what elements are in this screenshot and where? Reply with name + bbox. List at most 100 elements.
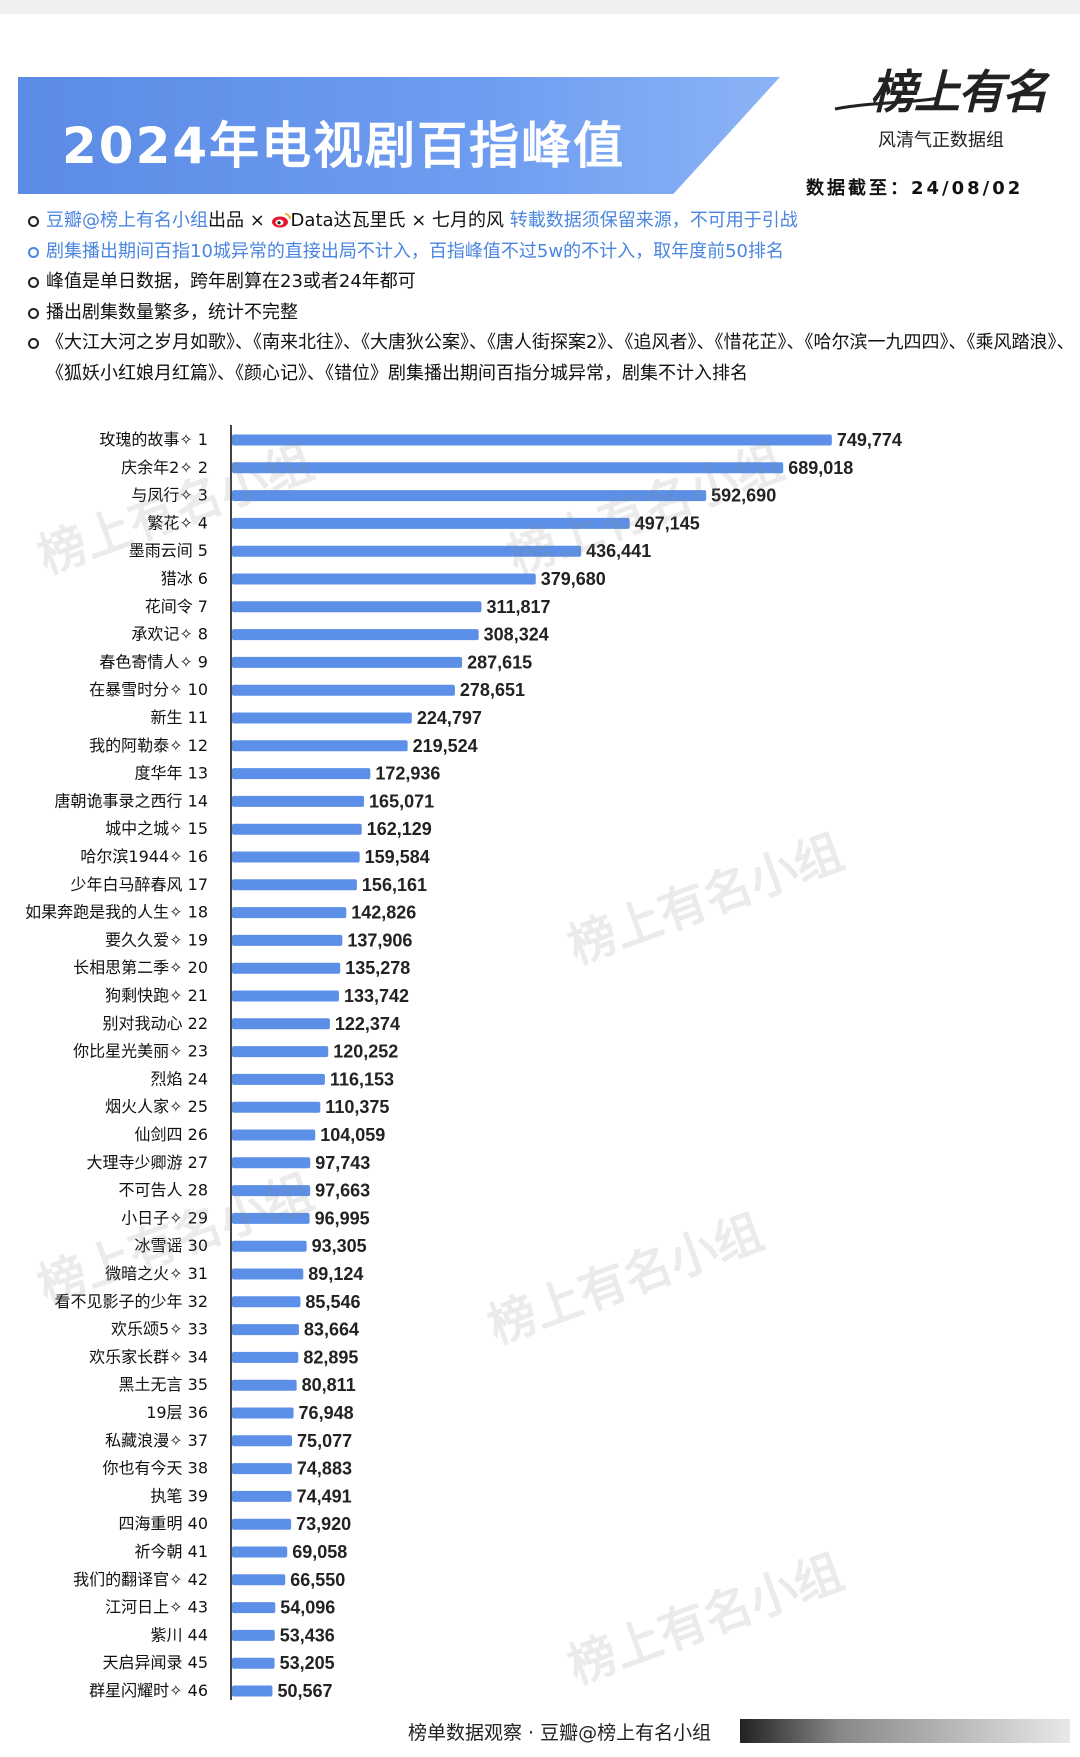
category-label: 大理寺少卿游 27 [87,1153,208,1172]
bar [232,434,832,446]
value-label: 278,651 [460,680,525,700]
value-label: 75,077 [297,1431,352,1451]
category-label: 小日子✧ 29 [121,1208,208,1227]
category-label: 如果奔跑是我的人生✧ 18 [25,903,208,922]
brand-subtitle: 风清气正数据组 [878,130,1004,151]
value-label: 308,324 [484,625,549,645]
category-label: 私藏浪漫✧ 37 [105,1431,208,1450]
bar [232,1129,316,1141]
bar [232,573,536,585]
category-label: 猎冰 6 [161,569,208,588]
bar [232,462,784,474]
category-label: 四海重明 40 [119,1514,208,1533]
value-label: 54,096 [280,1598,335,1618]
category-label: 在暴雪时分✧ 10 [89,680,208,699]
value-label: 224,797 [417,708,482,728]
bar [232,629,479,641]
category-label: 玫瑰的故事✧ 1 [99,430,208,449]
bar [232,1379,297,1391]
value-label: 137,906 [347,930,412,950]
category-label: 19层 36 [146,1403,208,1422]
bar [232,1407,294,1419]
bar [232,517,630,529]
bar [232,990,339,1002]
bar [232,656,463,668]
bar [232,1518,292,1530]
value-label: 156,161 [362,875,427,895]
value-label: 165,071 [369,791,434,811]
category-label: 仙剑四 26 [135,1125,208,1144]
brand-logo-flourish [834,96,941,111]
bar [232,823,362,835]
category-label: 紫川 44 [151,1625,208,1644]
category-label: 看不见影子的少年 32 [55,1292,208,1311]
value-label: 89,124 [308,1264,363,1284]
value-label: 122,374 [335,1014,400,1034]
bar [232,1546,288,1558]
bar [232,712,412,724]
bar [232,907,347,919]
bar [232,1046,329,1058]
category-label: 繁花✧ 4 [147,513,208,532]
value-label: 83,664 [304,1320,359,1340]
category-label: 我们的翻译官✧ 42 [73,1570,208,1589]
bar [232,1324,299,1336]
weibo-icon [271,213,291,228]
category-label: 承欢记✧ 8 [131,625,208,644]
bar [232,962,341,974]
value-label: 749,774 [837,430,902,450]
bar [232,1212,310,1224]
value-label: 287,615 [467,652,532,672]
bar [232,490,707,502]
category-label: 墨雨云间 5 [129,541,208,560]
category-label: 狗剩快跑✧ 21 [105,986,208,1005]
bar [232,1602,276,1614]
category-label: 别对我动心 22 [103,1014,208,1033]
bar [232,1296,301,1308]
value-label: 73,920 [296,1514,351,1534]
value-label: 116,153 [330,1069,394,1089]
footer-gradient-bar [740,1719,1070,1743]
category-label: 度华年 13 [135,764,208,783]
category-label: 新生 11 [151,708,208,727]
value-label: 74,491 [297,1486,352,1506]
value-label: 50,567 [277,1681,332,1701]
top-band [0,0,1080,14]
category-label: 烟火人家✧ 25 [105,1097,208,1116]
bar [232,1574,286,1586]
bar [232,1101,321,1113]
value-label: 82,895 [303,1347,358,1367]
value-label: 135,278 [345,958,410,978]
bar [232,1657,275,1669]
footer-credit: 榜单数据观察 · 豆瓣@榜上有名小组 [408,1722,712,1744]
bar [232,1685,273,1697]
category-label: 你也有今天 38 [103,1459,208,1478]
value-label: 689,018 [788,458,853,478]
bar [232,1018,330,1030]
category-label: 微暗之火✧ 31 [105,1264,208,1283]
bar [232,1073,325,1085]
bar [232,1463,292,1475]
category-label: 春色寄情人✧ 9 [99,652,208,671]
value-label: 93,305 [312,1236,367,1256]
note-4: 播出剧集数量繁多，统计不完整 [26,298,1076,329]
title-banner [18,77,780,194]
value-label: 85,546 [305,1292,360,1312]
notes-list: 豆瓣@榜上有名小组出品 × Data达瓦里氏 × 七月的风 转載数据须保留来源，… [26,206,1076,389]
category-label: 唐朝诡事录之西行 14 [55,791,208,810]
note-1: 豆瓣@榜上有名小组出品 × Data达瓦里氏 × 七月的风 转載数据须保留来源，… [26,206,1076,237]
category-label: 城中之城✧ 15 [105,819,208,838]
note-source-link[interactable]: 豆瓣@榜上有名小组 [46,210,208,231]
y-axis-line [230,425,232,1700]
category-label: 黑土无言 35 [119,1375,208,1394]
category-label: 我的阿勒泰✧ 12 [89,736,208,755]
bar-chart: 玫瑰的故事✧ 1 749,774 庆余年2✧ 2 689,018 与凤行✧ 3 592,6… [25,430,902,1701]
category-label: 烈焰 24 [151,1069,208,1088]
value-label: 120,252 [333,1042,398,1062]
note-repost-rule: 转載数据须保留来源，不可用于引战 [509,210,798,231]
bar [232,545,582,557]
category-label: 少年白马醉春风 17 [71,875,208,894]
category-label: 群星闪耀时✧ 46 [89,1681,208,1700]
value-label: 76,948 [299,1403,354,1423]
